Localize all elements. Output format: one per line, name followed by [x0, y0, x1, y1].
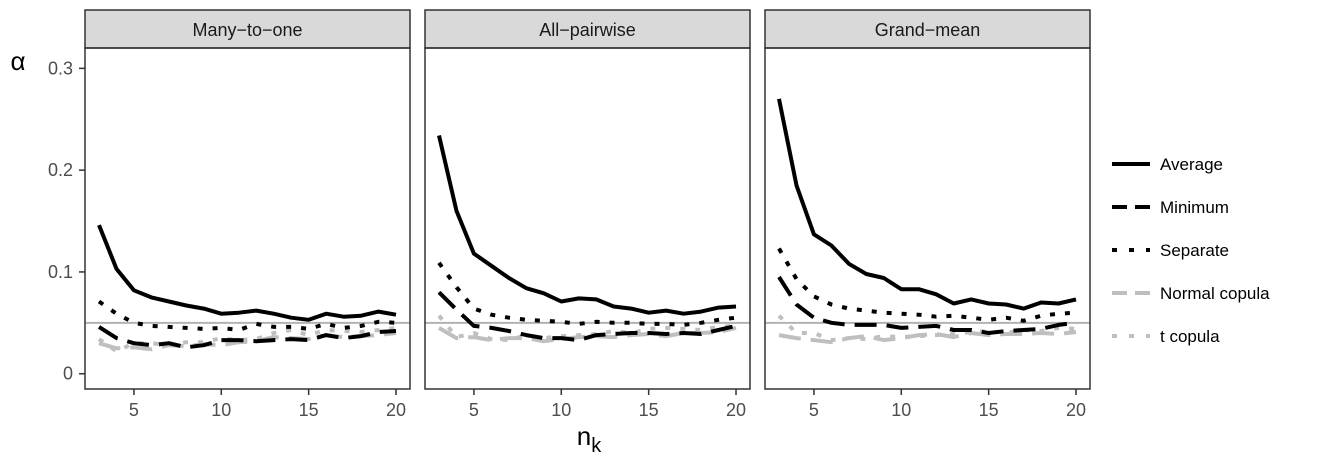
legend: Average Minimum Separate Normal copula t cop… [1112, 155, 1270, 346]
panel-strip [424, 9, 751, 49]
series-line [778, 330, 1077, 345]
x-tick-label: 20 [1066, 400, 1086, 420]
panel-title: Grand−mean [875, 20, 981, 40]
x-axis-label-base: n [577, 421, 591, 451]
x-tick-label: 10 [551, 400, 571, 420]
legend-label: Normal copula [1160, 284, 1270, 303]
panel-2: All−pairwise 5 10 15 20 [424, 9, 751, 420]
series-line [437, 261, 737, 327]
series-line [97, 299, 397, 332]
legend-item: Average [1112, 155, 1223, 174]
series-line [97, 325, 397, 354]
x-axis-label-subscript: k [591, 435, 602, 456]
y-tick-label: 0.3 [48, 58, 73, 78]
series-line [97, 224, 397, 322]
series-line [777, 275, 1077, 335]
legend-item: Normal copula [1112, 284, 1270, 303]
panel-border [84, 47, 411, 390]
x-tick-label: 15 [639, 400, 659, 420]
panel-3: Grand−mean 5 10 15 20 [764, 9, 1091, 420]
legend-label: Minimum [1160, 198, 1229, 217]
series-line [98, 331, 397, 352]
series-line [97, 325, 397, 350]
legend-item: Separate [1112, 241, 1229, 260]
panel-border [764, 47, 1091, 390]
legend-item: t copula [1112, 327, 1220, 346]
legend-label: t copula [1160, 327, 1220, 346]
x-tick-label: 20 [386, 400, 406, 420]
x-tick-label: 5 [129, 400, 139, 420]
panel-1: Many−to−one 5 10 15 20 0 0.1 0.2 0.3 [48, 9, 411, 420]
legend-label: Separate [1160, 241, 1229, 260]
x-tick-label: 15 [299, 400, 319, 420]
legend-item: Minimum [1112, 198, 1229, 217]
series-line [777, 247, 1077, 323]
y-tick-label: 0.1 [48, 262, 73, 282]
x-tick-label: 5 [809, 400, 819, 420]
y-tick-label: 0 [63, 364, 73, 384]
panel-title: All−pairwise [539, 20, 636, 40]
panels: Many−to−one 5 10 15 20 0 0.1 0.2 0.3 All−pairwise… [48, 9, 1091, 420]
x-tick-label: 10 [891, 400, 911, 420]
legend-label: Average [1160, 155, 1223, 174]
series-line [437, 325, 737, 344]
x-axis-label: nk [577, 421, 602, 456]
x-tick-label: 15 [979, 400, 999, 420]
series-line [777, 98, 1077, 311]
x-tick-label: 20 [726, 400, 746, 420]
panel-strip [84, 9, 411, 49]
y-tick-label: 0.2 [48, 160, 73, 180]
y-axis-label: α [10, 46, 25, 76]
panel-title: Many−to−one [192, 20, 302, 40]
series-line [437, 290, 737, 343]
panel-border [424, 47, 751, 390]
x-tick-label: 5 [469, 400, 479, 420]
panel-strip [764, 9, 1091, 49]
series-line [437, 135, 737, 316]
x-tick-label: 10 [211, 400, 231, 420]
